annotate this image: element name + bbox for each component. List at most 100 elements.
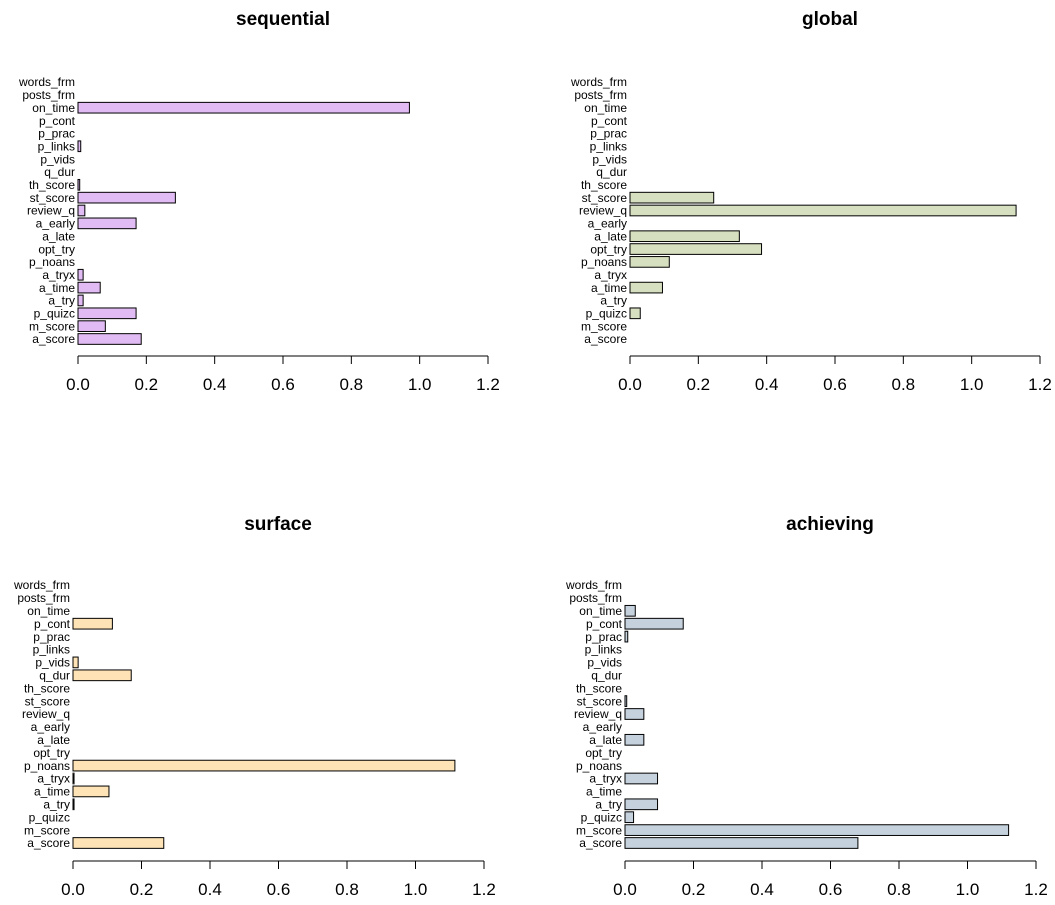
category-label: words_frm bbox=[13, 578, 70, 592]
bar-m_score bbox=[624, 824, 1010, 836]
category-label: p_quizc bbox=[581, 810, 622, 824]
x-tick-label: 0.0 bbox=[61, 880, 85, 899]
bar-a_score bbox=[624, 837, 859, 849]
category-label: p_prac bbox=[590, 127, 627, 141]
bar-review_q bbox=[624, 708, 645, 720]
bar-p_noans bbox=[72, 759, 456, 772]
category-label: on_time bbox=[32, 101, 75, 115]
category-label: p_vids bbox=[35, 656, 70, 670]
bar-a_late bbox=[629, 230, 740, 243]
bar-m_score bbox=[77, 320, 106, 332]
panel-1: globala_scorem_scorep_quizca_trya_timea_… bbox=[570, 9, 1052, 394]
category-label: st_score bbox=[30, 191, 76, 205]
category-label: q_dur bbox=[596, 165, 627, 179]
panel-0: sequential a_scorem_scorep_quizca_trya_ti… bbox=[18, 9, 500, 394]
category-label: a_score bbox=[27, 836, 70, 850]
x-tick-label: 0.6 bbox=[819, 880, 843, 899]
category-label: p_cont bbox=[39, 114, 76, 128]
category-label: a_time bbox=[34, 785, 70, 799]
x-tick-label: 0.0 bbox=[618, 375, 642, 394]
bar-p_vids bbox=[72, 656, 79, 669]
category-label: a_score bbox=[579, 836, 622, 850]
category-label: p_noans bbox=[576, 759, 622, 773]
category-label: posts_frm bbox=[569, 591, 622, 605]
x-tick-label: 1.0 bbox=[960, 375, 984, 394]
category-label: a_try bbox=[600, 294, 627, 308]
x-tick-label: 0.6 bbox=[823, 375, 847, 394]
x-tick-label: 0.0 bbox=[613, 880, 637, 899]
bar-st_score bbox=[77, 191, 176, 204]
category-label: q_dur bbox=[44, 165, 75, 179]
category-label: p_links bbox=[38, 139, 75, 153]
category-label: p_cont bbox=[586, 617, 623, 631]
category-label: a_tryx bbox=[42, 268, 75, 282]
category-label: opt_try bbox=[585, 746, 622, 760]
bar-q_dur bbox=[72, 669, 132, 682]
category-label: a_try bbox=[48, 294, 75, 308]
bar-on_time bbox=[77, 101, 410, 114]
x-tick-label: 1.2 bbox=[1024, 880, 1048, 899]
category-label: p_vids bbox=[587, 656, 622, 670]
category-label: a_try bbox=[595, 798, 622, 812]
chart-title: global bbox=[802, 9, 858, 30]
chart-title: sequential bbox=[236, 9, 330, 30]
category-label: a_late bbox=[42, 229, 75, 243]
category-label: p_quizc bbox=[586, 307, 627, 321]
bar-a_try bbox=[72, 798, 75, 811]
bar-on_time bbox=[624, 604, 636, 617]
category-label: p_links bbox=[33, 643, 70, 657]
x-tick-label: 0.4 bbox=[755, 375, 779, 394]
category-label: review_q bbox=[579, 204, 627, 218]
x-tick-label: 1.0 bbox=[408, 375, 432, 394]
bar-a_time bbox=[629, 281, 663, 294]
bar-review_q bbox=[629, 204, 1017, 217]
category-label: a_early bbox=[588, 217, 627, 231]
bar-p_quizc bbox=[77, 307, 137, 320]
bar-a_time bbox=[72, 785, 110, 798]
bar-a_time bbox=[77, 281, 101, 294]
category-label: on_time bbox=[584, 101, 627, 115]
category-label: p_links bbox=[585, 643, 622, 657]
category-label: p_noans bbox=[29, 255, 75, 269]
category-label: a_tryx bbox=[589, 772, 622, 786]
x-tick-label: 0.4 bbox=[750, 880, 774, 899]
x-tick-label: 1.2 bbox=[472, 880, 496, 899]
chart-title: achieving bbox=[786, 514, 874, 535]
category-label: a_time bbox=[39, 281, 75, 295]
category-label: a_late bbox=[594, 229, 627, 243]
x-tick-label: 0.8 bbox=[335, 880, 359, 899]
panel-2: surfacea_scorem_scorep_quizca_trya_timea… bbox=[13, 514, 496, 899]
bar-a_tryx bbox=[77, 268, 84, 281]
category-label: p_cont bbox=[34, 617, 71, 631]
x-tick-label: 1.0 bbox=[956, 880, 980, 899]
bar-a_tryx bbox=[624, 772, 659, 785]
category-label: a_tryx bbox=[37, 772, 70, 786]
x-tick-label: 0.0 bbox=[66, 375, 90, 394]
category-label: a_time bbox=[591, 281, 627, 295]
bar-p_cont bbox=[624, 617, 684, 630]
category-label: p_vids bbox=[592, 152, 627, 166]
category-label: m_score bbox=[24, 823, 70, 837]
category-label: st_score bbox=[577, 694, 623, 708]
bar-p_noans bbox=[629, 256, 670, 268]
bar-a_try bbox=[77, 294, 84, 307]
category-label: p_vids bbox=[40, 152, 75, 166]
x-tick-label: 0.6 bbox=[267, 880, 291, 899]
category-label: a_early bbox=[583, 720, 622, 734]
bar-p_quizc bbox=[624, 811, 635, 824]
category-label: a_early bbox=[36, 217, 75, 231]
bar-a_try bbox=[624, 798, 659, 811]
category-label: opt_try bbox=[590, 242, 627, 256]
category-label: review_q bbox=[574, 707, 622, 721]
bar-review_q bbox=[77, 204, 86, 217]
category-label: th_score bbox=[29, 178, 75, 192]
x-tick-label: 0.2 bbox=[687, 375, 711, 394]
category-label: on_time bbox=[579, 604, 622, 618]
category-label: on_time bbox=[27, 604, 70, 618]
bar-p_prac bbox=[624, 630, 629, 643]
bar-a_score bbox=[72, 837, 165, 849]
bar-opt_try bbox=[629, 243, 763, 255]
category-label: p_noans bbox=[581, 255, 627, 269]
x-tick-label: 0.4 bbox=[203, 375, 227, 394]
x-tick-label: 0.8 bbox=[892, 375, 916, 394]
